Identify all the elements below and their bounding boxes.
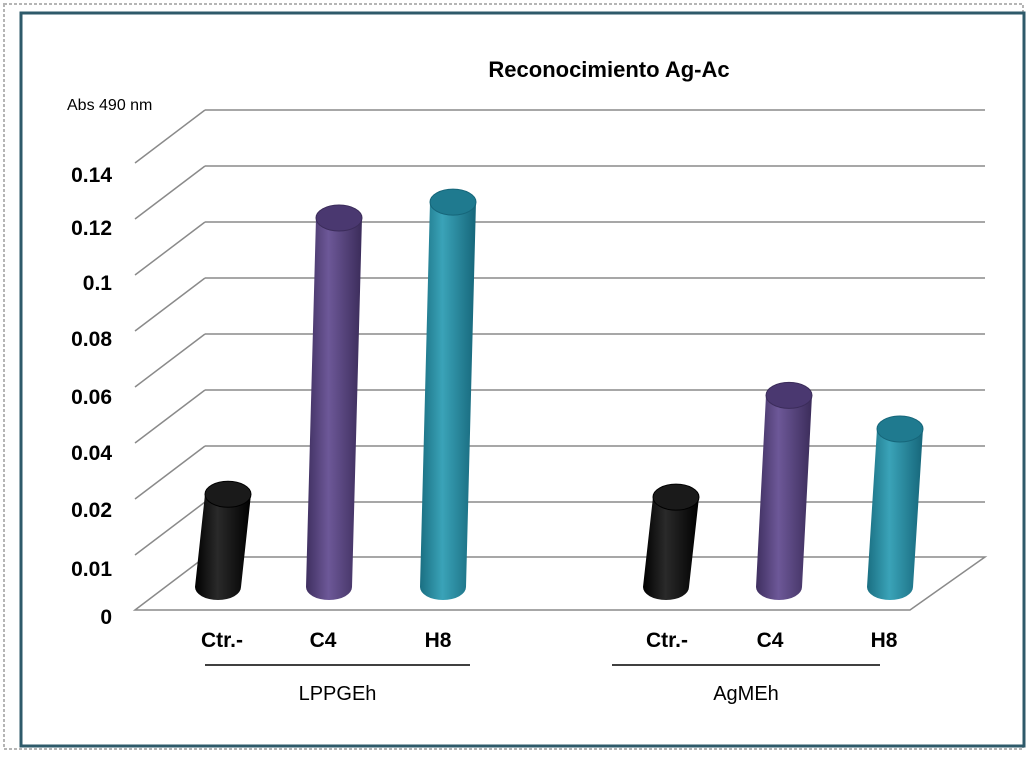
group-label: LPPGEh [299, 683, 377, 705]
gridline-diagonal [134, 109, 206, 164]
chart-border [19, 11, 1026, 748]
bars [195, 188, 924, 600]
bar [420, 188, 477, 600]
y-tick-label: 0.1 [83, 272, 113, 295]
gridline-diagonal [134, 501, 206, 556]
y-tick-label: 0.04 [71, 442, 112, 465]
bar-body [306, 218, 362, 600]
chart-title: Reconocimiento Ag-Ac [488, 57, 729, 82]
y-tick-label: 0 [100, 606, 112, 629]
bar-body [643, 497, 699, 600]
category-label: Ctr.- [646, 629, 688, 652]
y-tick-label: 0.08 [71, 328, 112, 351]
bar [756, 381, 813, 600]
bar-body [195, 494, 251, 600]
category-label: Ctr.- [201, 629, 243, 652]
gridline-diagonal [134, 389, 206, 444]
gridline-diagonal [134, 165, 206, 220]
gridline-diagonal [134, 333, 206, 388]
bar [643, 483, 700, 600]
category-label: C4 [757, 629, 784, 652]
bar-top [315, 204, 363, 232]
y-tick-label: 0.14 [71, 164, 112, 187]
category-label: H8 [425, 629, 452, 652]
y-tick-labels: 0 0.01 0.02 0.04 0.06 0.08 0.1 0.12 0.14 [71, 164, 112, 629]
bar-body [756, 395, 812, 600]
group-label: AgMEh [713, 683, 779, 705]
bar-top [652, 483, 700, 511]
bar-body [420, 202, 476, 600]
category-label: C4 [310, 629, 337, 652]
bar [867, 415, 924, 600]
y-tick-label: 0.02 [71, 499, 112, 522]
bar-top [876, 415, 924, 443]
bar [306, 204, 363, 600]
bar [195, 480, 252, 600]
gridline-diagonal [134, 277, 206, 332]
y-tick-label: 0.12 [71, 217, 112, 240]
gridline-diagonal [134, 221, 206, 276]
floor [132, 556, 988, 611]
y-tick-label: 0.01 [71, 558, 112, 581]
bar-top [765, 381, 813, 409]
category-labels: Ctr.- C4 H8 LPPGEh Ctr.- C4 H8 AgMEh [201, 629, 898, 705]
bar-top [204, 480, 252, 508]
category-label: H8 [871, 629, 898, 652]
y-tick-label: 0.06 [71, 386, 112, 409]
bar-body [867, 429, 923, 600]
y-axis-label: Abs 490 nm [67, 97, 152, 114]
gridline-diagonal [134, 445, 206, 500]
bar-top [429, 188, 477, 216]
